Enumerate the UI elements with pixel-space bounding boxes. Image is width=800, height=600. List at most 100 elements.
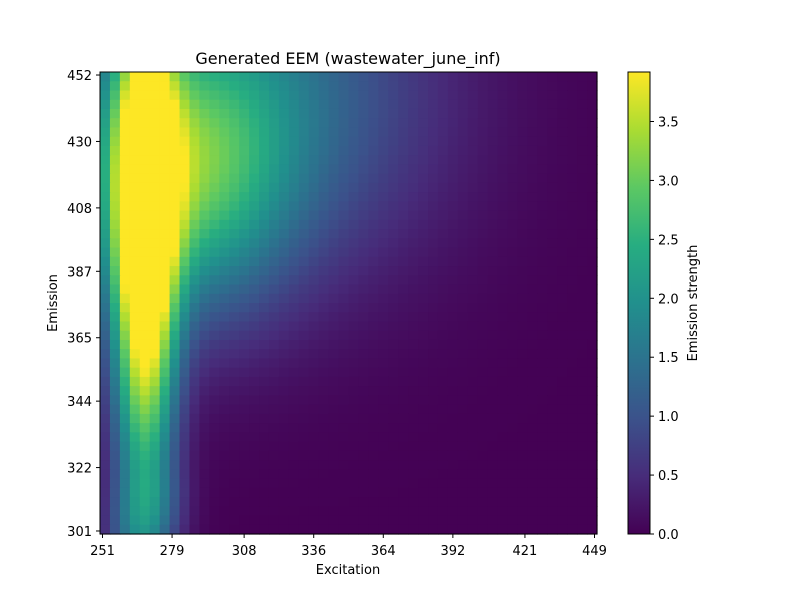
heatmap-cell <box>388 275 399 286</box>
heatmap-cell <box>557 330 568 341</box>
heatmap-cell <box>119 395 131 406</box>
heatmap-cell <box>368 460 379 470</box>
heatmap-cell <box>278 173 290 184</box>
heatmap-cell <box>239 266 250 276</box>
heatmap-cell <box>527 256 538 267</box>
heatmap-cell <box>388 293 399 304</box>
heatmap-cell <box>259 478 270 489</box>
heatmap-cell <box>547 487 558 498</box>
heatmap-cell <box>159 487 171 498</box>
heatmap-cell <box>358 155 369 165</box>
heatmap-cell <box>527 404 538 415</box>
heatmap-cell <box>298 432 310 443</box>
heatmap-cell <box>308 201 320 212</box>
heatmap-cell <box>288 192 300 202</box>
heatmap-cell <box>418 312 429 323</box>
heatmap-cell <box>159 339 171 350</box>
heatmap-cell <box>398 506 409 517</box>
heatmap-cell <box>159 229 171 239</box>
heatmap-cell <box>477 460 489 470</box>
heatmap-cell <box>159 136 171 147</box>
heatmap-cell <box>249 219 260 230</box>
heatmap-cell <box>487 404 499 415</box>
heatmap-cell <box>497 404 509 415</box>
heatmap-cell <box>298 478 310 489</box>
heatmap-cell <box>467 404 479 415</box>
heatmap-cell <box>487 266 499 276</box>
heatmap-cell <box>298 339 310 350</box>
heatmap-cell <box>567 256 578 267</box>
heatmap-cell <box>149 256 161 267</box>
heatmap-cell <box>100 284 111 295</box>
heatmap-cell <box>209 321 220 332</box>
heatmap-cell <box>428 266 439 276</box>
heatmap-cell <box>368 284 379 295</box>
heatmap-cell <box>288 321 300 332</box>
heatmap-cell <box>229 192 240 202</box>
heatmap-cell <box>169 108 181 119</box>
heatmap-cell <box>428 145 439 156</box>
heatmap-cell <box>408 229 419 239</box>
heatmap-cell <box>497 367 509 378</box>
heatmap-cell <box>119 108 131 119</box>
heatmap-cell <box>527 275 538 286</box>
heatmap-cell <box>418 173 429 184</box>
heatmap-cell <box>209 173 220 184</box>
heatmap-cell <box>358 192 369 202</box>
heatmap-cell <box>378 164 389 175</box>
heatmap-cell <box>109 229 121 239</box>
heatmap-cell <box>497 145 509 156</box>
heatmap-cell <box>259 515 270 526</box>
heatmap-cell <box>368 99 379 110</box>
x-tick-label: 251 <box>90 544 115 559</box>
heatmap-cell <box>139 349 151 360</box>
heatmap-cell <box>537 201 548 212</box>
heatmap-cell <box>278 256 290 267</box>
heatmap-cell <box>507 81 519 92</box>
heatmap-cell <box>338 441 350 452</box>
heatmap-cell <box>507 275 519 286</box>
heatmap-cell <box>447 118 459 129</box>
heatmap-cell <box>100 395 111 406</box>
heatmap-cell <box>537 99 548 110</box>
heatmap-cell <box>318 229 330 239</box>
heatmap-cell <box>298 469 310 480</box>
heatmap-cell <box>388 450 399 461</box>
y-tick-label: 430 <box>67 135 92 150</box>
heatmap-cell <box>398 395 409 406</box>
heatmap-cell <box>189 201 200 212</box>
heatmap-cell <box>298 145 310 156</box>
heatmap-cell <box>537 386 548 396</box>
heatmap-cell <box>229 238 240 249</box>
heatmap-cell <box>378 238 389 249</box>
heatmap-cell <box>219 358 230 369</box>
heatmap-cell <box>587 182 598 193</box>
heatmap-cell <box>398 229 409 239</box>
heatmap-cell <box>278 275 290 286</box>
heatmap-cell <box>358 210 369 221</box>
heatmap-cell <box>418 219 429 230</box>
heatmap-cell <box>398 127 409 138</box>
heatmap-cell <box>388 90 399 101</box>
heatmap-cell <box>169 229 181 239</box>
heatmap-cell <box>278 136 290 147</box>
heatmap-cell <box>418 441 429 452</box>
heatmap-cell <box>129 497 141 507</box>
heatmap-cell <box>527 127 538 138</box>
heatmap-cell <box>259 524 270 535</box>
heatmap-cell <box>577 506 588 517</box>
heatmap-cell <box>358 127 369 138</box>
heatmap-cell <box>368 423 379 433</box>
heatmap-cell <box>268 127 280 138</box>
heatmap-cell <box>537 127 548 138</box>
heatmap-cell <box>408 136 419 147</box>
heatmap-cell <box>507 173 519 184</box>
heatmap-cell <box>467 293 479 304</box>
heatmap-cell <box>199 173 210 184</box>
heatmap-cell <box>149 515 161 526</box>
heatmap-cell <box>547 358 558 369</box>
heatmap-cell <box>487 164 499 175</box>
heatmap-cell <box>487 386 499 396</box>
heatmap-cell <box>487 145 499 156</box>
heatmap-cell <box>348 210 360 221</box>
